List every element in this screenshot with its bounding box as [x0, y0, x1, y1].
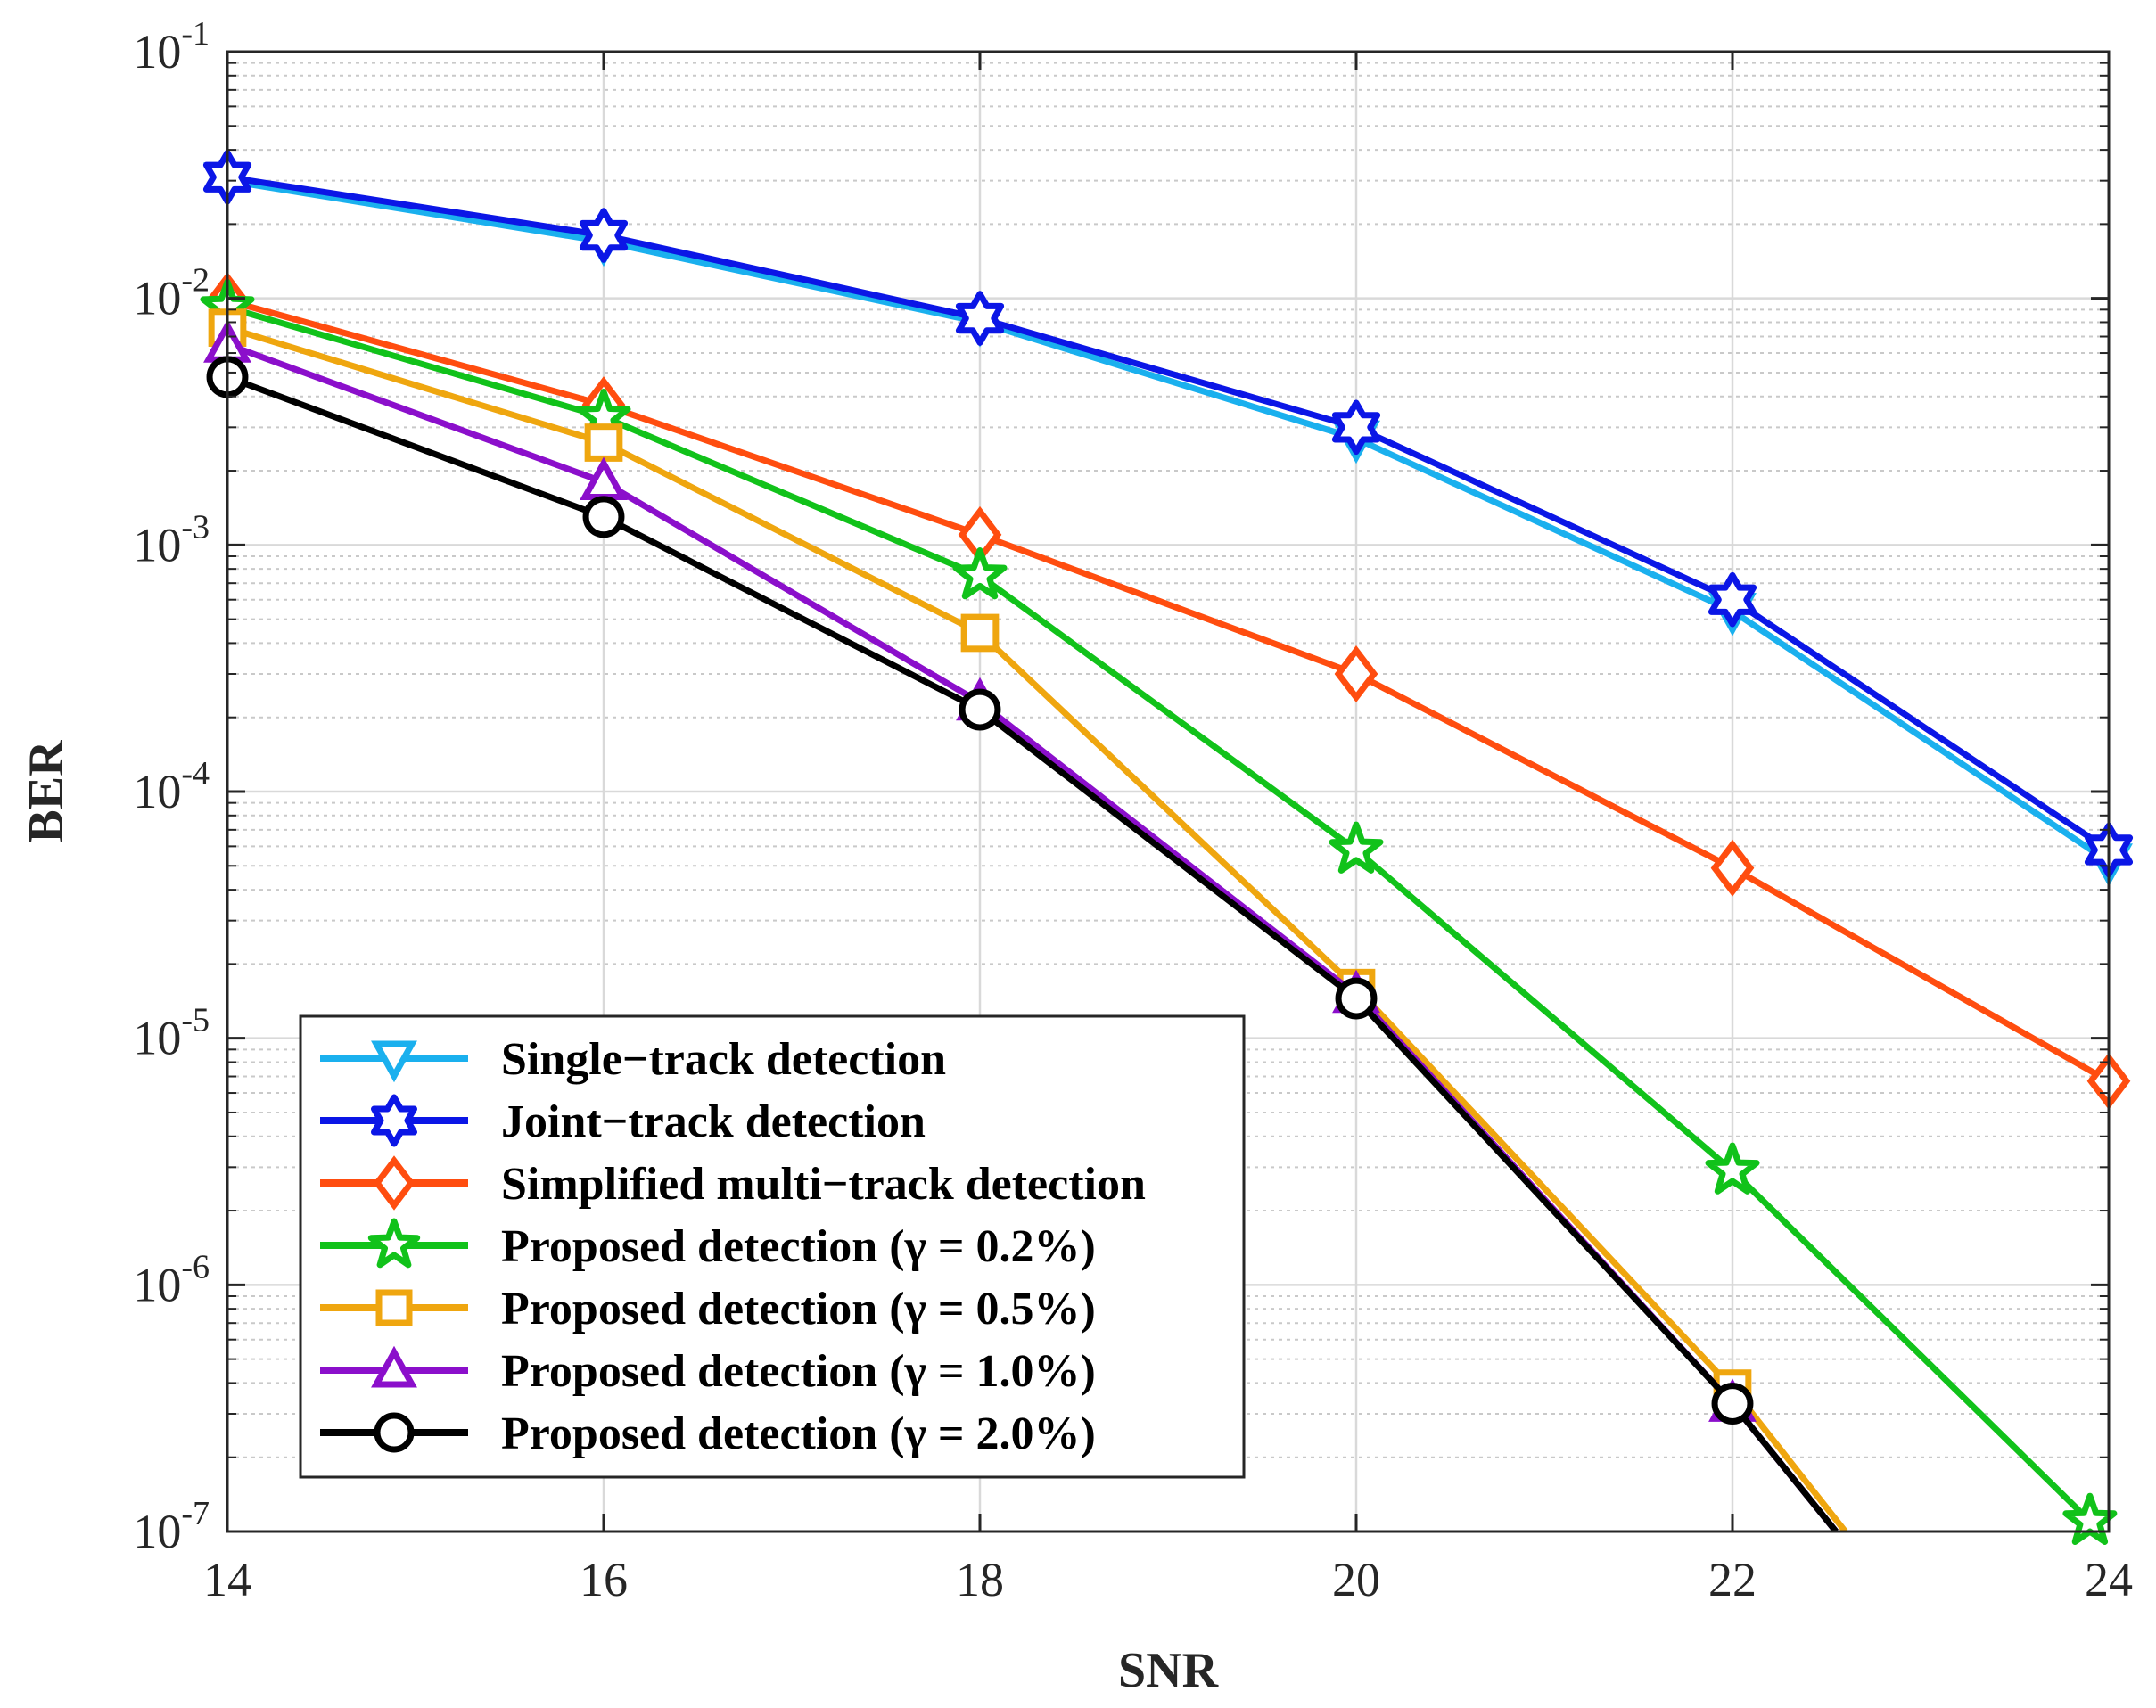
y-tick-label: 10-6: [133, 1248, 210, 1311]
series-line: [227, 174, 2109, 853]
data-point: [1708, 571, 1757, 628]
data-point: [582, 496, 625, 538]
legend-label: Proposed detection (γ = 2.0%): [501, 1408, 1096, 1459]
series-line: [227, 304, 2093, 1523]
y-tick-label: 10-7: [133, 1495, 210, 1558]
legend-marker: [373, 1155, 416, 1211]
legend-label: Single−track detection: [501, 1034, 946, 1085]
x-tick-label: 22: [1708, 1553, 1757, 1606]
series-line: [227, 297, 2109, 1084]
data-point: [579, 208, 629, 263]
data-point: [1331, 399, 1381, 456]
legend-label: Simplified multi−track detection: [501, 1159, 1146, 1210]
legend-item: Proposed detection (γ = 0.2%): [320, 1218, 1096, 1272]
legend-label: Proposed detection (γ = 0.5%): [501, 1284, 1096, 1334]
legend-label: Proposed detection (γ = 0.2%): [501, 1221, 1096, 1272]
legend-marker: [371, 1094, 417, 1147]
x-axis-label: SNR: [1118, 1643, 1219, 1698]
y-axis-label: BER: [19, 740, 74, 843]
y-tick-label: 10-4: [133, 755, 210, 818]
data-point: [960, 613, 1000, 653]
x-tick-label: 24: [2085, 1553, 2133, 1606]
legend-item: Joint−track detection: [320, 1094, 926, 1147]
legend-item: Simplified multi−track detection: [320, 1155, 1146, 1211]
legend: Single−track detection Joint−track detect…: [299, 1014, 1246, 1479]
legend-item: Proposed detection (γ = 0.5%): [320, 1284, 1096, 1334]
legend-item: Proposed detection (γ = 1.0%): [320, 1345, 1096, 1397]
data-point: [1334, 645, 1378, 703]
data-point: [955, 291, 1005, 346]
x-tick-label: 18: [956, 1553, 1004, 1606]
y-tick-label: 10-5: [133, 1002, 210, 1065]
y-tick-label: 10-1: [133, 15, 210, 78]
data-point: [959, 688, 1001, 731]
legend-label: Joint−track detection: [501, 1096, 926, 1147]
y-tick-label: 10-2: [133, 262, 210, 325]
axis-ticks: [226, 50, 2111, 1533]
legend-label: Proposed detection (γ = 1.0%): [501, 1346, 1096, 1397]
legend-marker: [371, 1040, 417, 1083]
x-tick-label: 16: [580, 1553, 628, 1606]
x-tick-label: 20: [1332, 1553, 1380, 1606]
data-point: [584, 423, 623, 462]
series-layer: [200, 149, 2134, 1545]
data-point: [1705, 1142, 1760, 1195]
legend-marker: [371, 1345, 417, 1388]
x-tick-label: 14: [203, 1553, 251, 1606]
data-point: [1710, 839, 1755, 897]
series-line: [227, 374, 1839, 1531]
legend-item: Proposed detection (γ = 2.0%): [320, 1408, 1096, 1459]
data-point: [1711, 1383, 1754, 1425]
legend-item: Single−track detection: [320, 1034, 946, 1085]
legend-marker: [375, 1289, 413, 1326]
data-point: [952, 547, 1008, 600]
data-point: [1335, 977, 1378, 1020]
series-line: [227, 177, 2109, 865]
legend-marker: [367, 1218, 421, 1269]
legend-marker: [374, 1412, 415, 1453]
data-point: [1329, 821, 1384, 874]
series-2: [202, 149, 2134, 878]
x-tick-labels: 14 16 18 20 22 24: [203, 1553, 2133, 1606]
y-tick-label: 10-3: [133, 508, 210, 571]
y-tick-labels: 10-7 10-6 10-5 10-4 10-3 10-2 10-1: [133, 15, 210, 1558]
